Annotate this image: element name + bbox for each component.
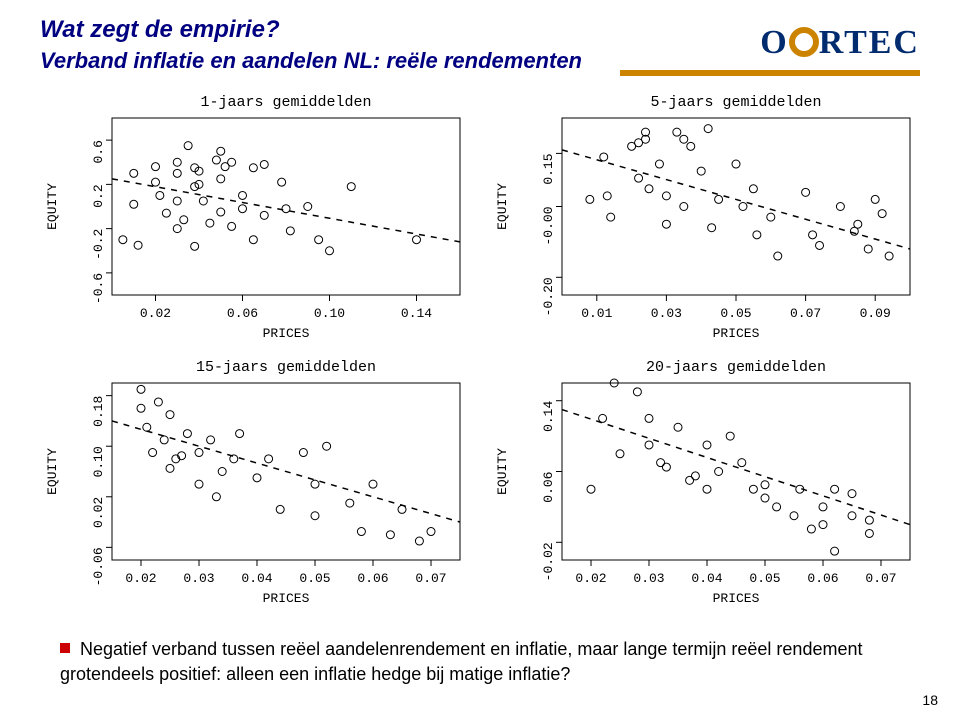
svg-text:0.05: 0.05 (749, 571, 780, 586)
svg-text:0.07: 0.07 (415, 571, 446, 586)
svg-text:PRICES: PRICES (263, 591, 310, 606)
logo-text: ORTEC (760, 24, 920, 66)
svg-text:0.06: 0.06 (541, 472, 556, 503)
svg-text:15-jaars gemiddelden: 15-jaars gemiddelden (196, 359, 376, 376)
svg-text:5-jaars gemiddelden: 5-jaars gemiddelden (650, 94, 821, 111)
scatter-grid: 1-jaars gemiddelden 0.02 0.06 0.10 0.14 PRICE… (40, 90, 920, 610)
svg-text:0.6: 0.6 (91, 140, 106, 163)
svg-text:0.03: 0.03 (651, 306, 682, 321)
svg-text:EQUITY: EQUITY (45, 448, 60, 495)
svg-text:0.03: 0.03 (633, 571, 664, 586)
scatter-grid-svg: 1-jaars gemiddelden 0.02 0.06 0.10 0.14 PRICE… (40, 90, 920, 610)
page-title: Wat zegt de empirie? (40, 16, 582, 44)
bullet-square-icon (60, 643, 70, 653)
svg-text:PRICES: PRICES (713, 326, 760, 341)
svg-text:0.02: 0.02 (140, 306, 171, 321)
svg-text:EQUITY: EQUITY (45, 183, 60, 230)
svg-text:PRICES: PRICES (263, 326, 310, 341)
svg-text:0.02: 0.02 (91, 497, 106, 528)
page-number: 18 (922, 692, 938, 708)
svg-text:0.05: 0.05 (720, 306, 751, 321)
svg-text:0.10: 0.10 (314, 306, 345, 321)
svg-text:0.01: 0.01 (581, 306, 612, 321)
svg-text:-0.20: -0.20 (541, 277, 556, 316)
logo: ORTEC (760, 24, 920, 66)
svg-text:0.14: 0.14 (401, 306, 432, 321)
svg-text:EQUITY: EQUITY (495, 183, 510, 230)
svg-text:0.02: 0.02 (125, 571, 156, 586)
svg-text:-0.02: -0.02 (541, 542, 556, 581)
svg-text:0.15: 0.15 (541, 153, 556, 184)
svg-text:0.02: 0.02 (575, 571, 606, 586)
logo-underline (620, 70, 920, 76)
svg-text:0.06: 0.06 (227, 306, 258, 321)
svg-text:PRICES: PRICES (713, 591, 760, 606)
svg-text:-0.00: -0.00 (541, 207, 556, 246)
svg-text:0.07: 0.07 (865, 571, 896, 586)
svg-text:-0.06: -0.06 (91, 547, 106, 586)
svg-text:1-jaars gemiddelden: 1-jaars gemiddelden (200, 94, 371, 111)
svg-text:0.04: 0.04 (691, 571, 722, 586)
svg-text:0.18: 0.18 (91, 396, 106, 427)
svg-text:EQUITY: EQUITY (495, 448, 510, 495)
svg-text:0.10: 0.10 (91, 446, 106, 477)
svg-text:-0.2: -0.2 (91, 229, 106, 260)
title-block: Wat zegt de empirie? Verband inflatie en… (40, 16, 582, 74)
logo-ring-icon (789, 27, 819, 66)
svg-text:0.09: 0.09 (860, 306, 891, 321)
svg-text:0.06: 0.06 (357, 571, 388, 586)
svg-text:-0.6: -0.6 (91, 273, 106, 304)
svg-text:0.05: 0.05 (299, 571, 330, 586)
svg-text:0.06: 0.06 (807, 571, 838, 586)
svg-text:0.04: 0.04 (241, 571, 272, 586)
svg-text:20-jaars gemiddelden: 20-jaars gemiddelden (646, 359, 826, 376)
svg-text:0.14: 0.14 (541, 401, 556, 432)
bullet-text: Negatief verband tussen reëel aandelenre… (60, 637, 920, 686)
svg-text:0.03: 0.03 (183, 571, 214, 586)
svg-text:0.07: 0.07 (790, 306, 821, 321)
svg-text:0.2: 0.2 (91, 184, 106, 207)
page-subtitle: Verband inflatie en aandelen NL: reële r… (40, 48, 582, 74)
